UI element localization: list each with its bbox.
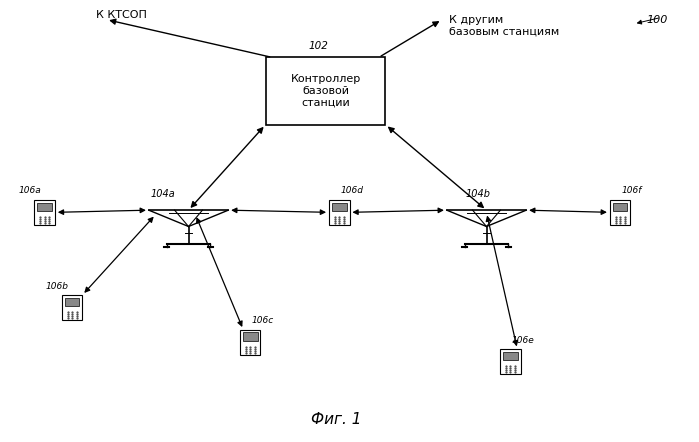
- Text: 106e: 106e: [512, 336, 535, 345]
- Bar: [266, 57, 385, 125]
- Text: К другим
базовым станциям: К другим базовым станциям: [449, 15, 559, 37]
- Bar: [613, 202, 628, 210]
- Text: 100: 100: [647, 15, 668, 25]
- Text: 106f: 106f: [621, 187, 642, 195]
- Text: 104a: 104a: [151, 189, 175, 199]
- Bar: [65, 298, 80, 306]
- Bar: [37, 202, 52, 210]
- Bar: [329, 200, 350, 225]
- Text: 106d: 106d: [340, 187, 363, 195]
- Text: 104b: 104b: [466, 189, 491, 199]
- Text: 106a: 106a: [18, 187, 41, 195]
- Text: Контроллер
базовой
станции: Контроллер базовой станции: [290, 74, 361, 108]
- Bar: [240, 330, 261, 355]
- Text: К КТСОП: К КТСОП: [96, 10, 147, 20]
- Bar: [62, 295, 82, 320]
- Bar: [610, 200, 630, 225]
- Bar: [332, 202, 347, 210]
- Text: Фиг. 1: Фиг. 1: [310, 412, 361, 427]
- Bar: [503, 352, 518, 360]
- Text: 106b: 106b: [45, 282, 69, 291]
- Bar: [243, 332, 257, 340]
- Text: 102: 102: [309, 41, 329, 51]
- Bar: [34, 200, 55, 225]
- Bar: [500, 349, 521, 374]
- Text: 106c: 106c: [252, 316, 274, 325]
